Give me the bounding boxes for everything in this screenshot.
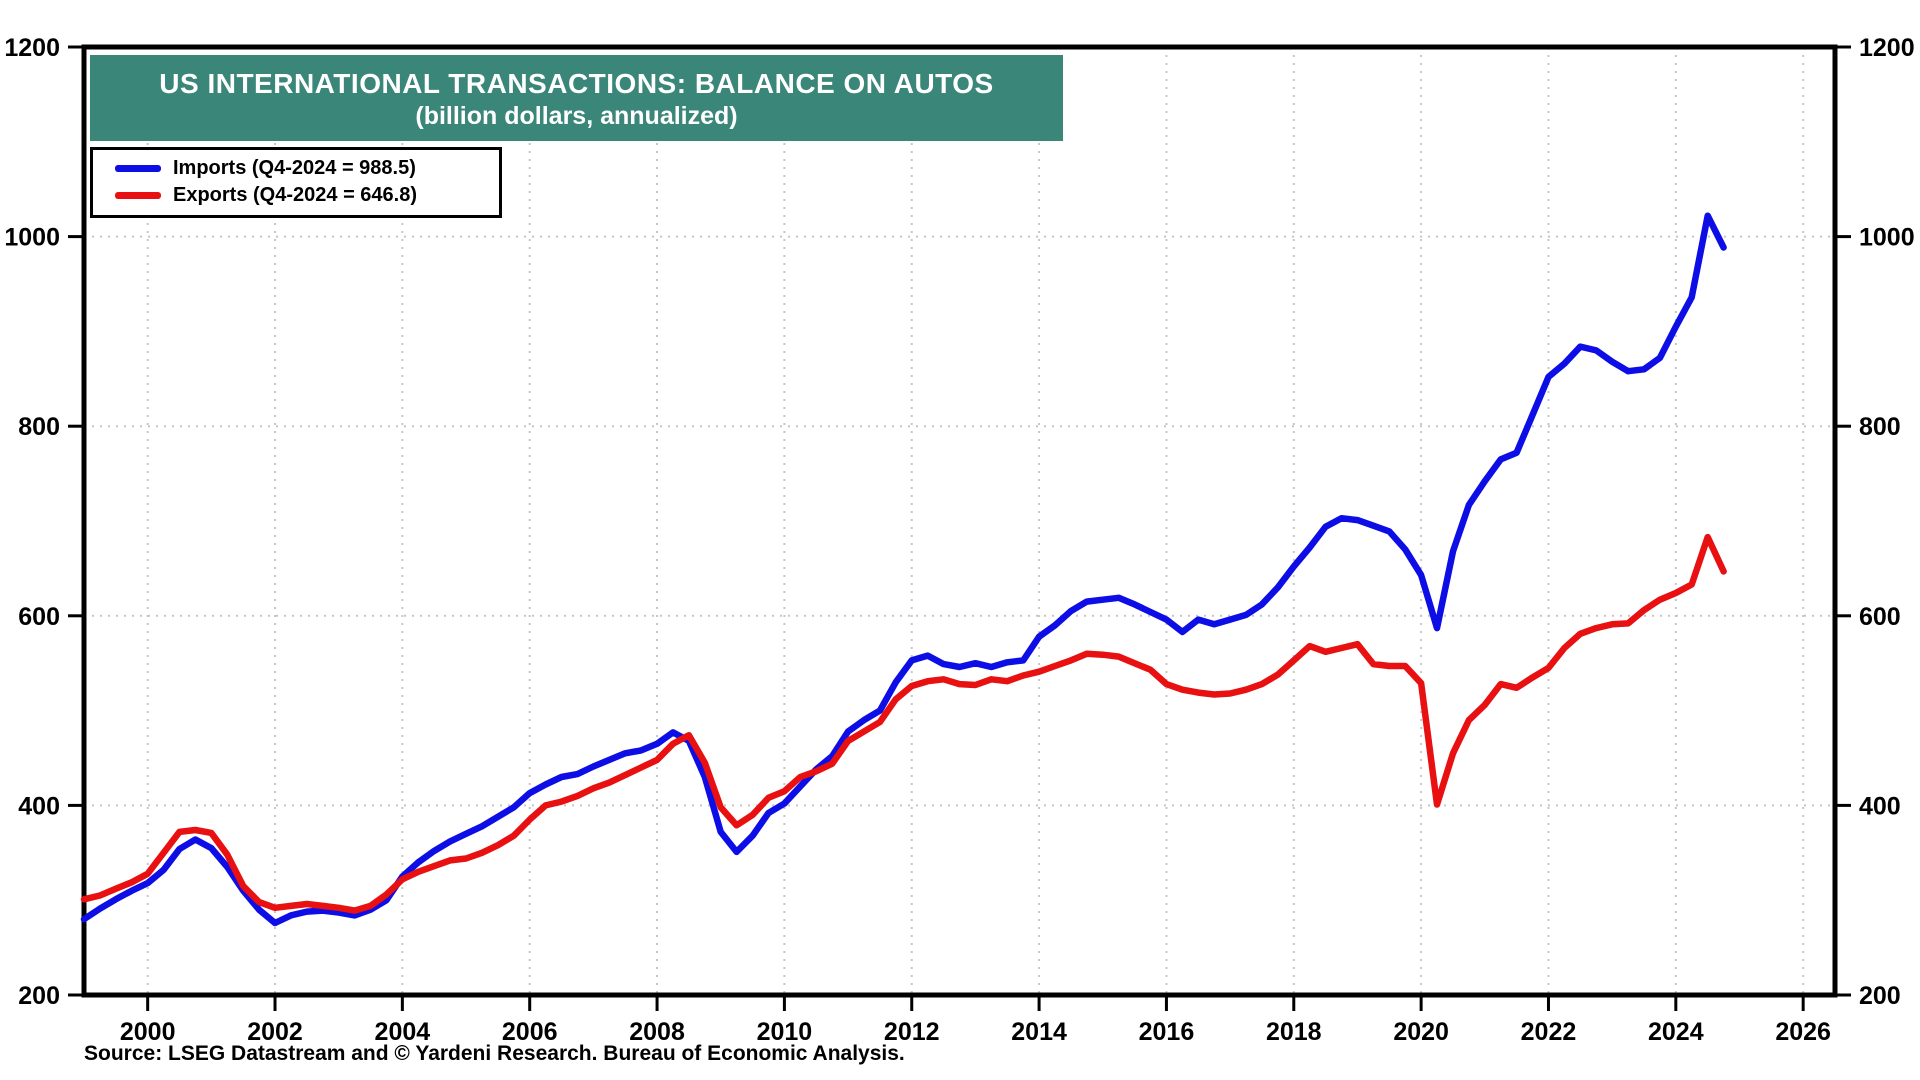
- x-tick-label: 2018: [1266, 1018, 1322, 1046]
- x-tick-label: 2020: [1393, 1018, 1449, 1046]
- x-tick-label: 2016: [1139, 1018, 1195, 1046]
- series-layer: [80, 212, 1727, 927]
- x-tick-label: 2000: [120, 1018, 176, 1046]
- y-tick-label-right: 1200: [1859, 34, 1915, 62]
- tick-label-layer: 2000 2002 2004 2006 2008 2010 2012 2014 2016 2018…: [4, 34, 1914, 1046]
- legend-label-exports: Exports (Q4-2024 = 646.8): [173, 184, 418, 206]
- y-tick-label-left: 1200: [4, 34, 60, 62]
- x-tick-label: 2014: [1011, 1018, 1067, 1046]
- y-tick-label-left: 600: [18, 603, 60, 631]
- grid-layer: [84, 47, 1835, 995]
- legend-box: Imports (Q4-2024 = 988.5) Exports (Q4-20…: [90, 147, 502, 218]
- legend-item-imports: Imports (Q4-2024 = 988.5): [101, 155, 491, 182]
- y-tick-label-left: 1000: [4, 224, 60, 252]
- y-tick-label-right: 400: [1859, 792, 1901, 820]
- x-tick-label: 2010: [757, 1018, 813, 1046]
- y-tick-label-left: 400: [18, 792, 60, 820]
- imports-line-swatch: [115, 165, 161, 172]
- plot-border: [81, 44, 1838, 998]
- x-tick-label: 2004: [375, 1018, 431, 1046]
- chart-subtitle: (billion dollars, annualized): [415, 101, 738, 130]
- legend-label-imports: Imports (Q4-2024 = 988.5): [173, 157, 416, 179]
- x-tick-label: 2002: [247, 1018, 303, 1046]
- title-banner: US INTERNATIONAL TRANSACTIONS: BALANCE O…: [90, 55, 1063, 141]
- x-tick-label: 2006: [502, 1018, 558, 1046]
- exports-line-swatch: [115, 192, 161, 199]
- y-tick-label-right: 200: [1859, 982, 1901, 1010]
- y-tick-label-right: 1000: [1859, 224, 1915, 252]
- source-note: Source: LSEG Datastream and © Yardeni Re…: [84, 1042, 905, 1065]
- x-tick-label: 2024: [1648, 1018, 1704, 1046]
- legend-item-exports: Exports (Q4-2024 = 646.8): [101, 182, 491, 209]
- y-tick-label-left: 200: [18, 982, 60, 1010]
- x-tick-label: 2026: [1775, 1018, 1831, 1046]
- exports-line: [80, 533, 1727, 914]
- y-tick-label-right: 800: [1859, 413, 1901, 441]
- x-tick-label: 2022: [1521, 1018, 1577, 1046]
- x-tick-label: 2012: [884, 1018, 940, 1046]
- chart-title: US INTERNATIONAL TRANSACTIONS: BALANCE O…: [159, 67, 994, 99]
- y-tick-label-left: 800: [18, 413, 60, 441]
- tick-layer: [68, 45, 1851, 1011]
- x-tick-label: 2008: [629, 1018, 685, 1046]
- imports-line: [80, 212, 1727, 927]
- y-tick-label-right: 600: [1859, 603, 1901, 631]
